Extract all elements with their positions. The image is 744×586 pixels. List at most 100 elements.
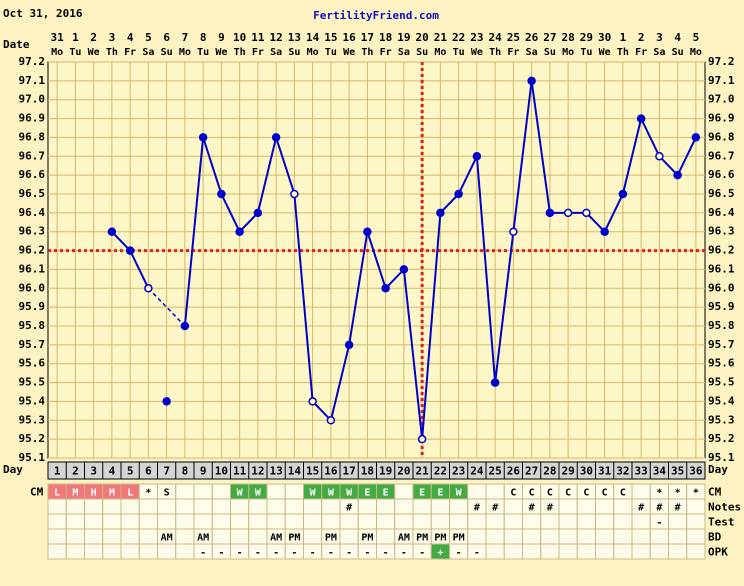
y-tick-label: 95.9	[19, 300, 46, 313]
cycle-day: 25	[489, 465, 502, 478]
cell-value: AM	[197, 533, 209, 544]
cell-value: #	[492, 503, 498, 514]
table-cell	[376, 498, 396, 515]
y-tick-label: 95.2	[708, 432, 735, 445]
date-label: 22	[452, 31, 465, 44]
cell-value: L	[127, 488, 133, 499]
table-cell	[485, 513, 505, 530]
temperature-point	[563, 208, 573, 218]
table-cell	[248, 528, 268, 545]
cell-value: -	[310, 548, 316, 559]
y-tick-label: 96.5	[19, 187, 46, 200]
weekday-label: Su	[288, 47, 300, 58]
table-cell	[284, 498, 304, 515]
cell-value: -	[383, 548, 389, 559]
table-cell	[394, 498, 414, 515]
weekday-label: Mo	[434, 47, 446, 58]
cycle-day: 20	[397, 465, 410, 478]
table-cell	[668, 513, 688, 530]
cell-value: PM	[361, 533, 373, 544]
table-cell	[576, 498, 596, 515]
temperature-point	[490, 378, 500, 387]
table-cell	[485, 483, 505, 500]
cycle-day: 17	[343, 465, 356, 478]
cycle-day: 21	[416, 465, 430, 478]
table-cell	[467, 528, 487, 545]
table-cell	[649, 528, 669, 545]
table-cell	[613, 528, 633, 545]
y-tick-label: 95.7	[19, 338, 46, 351]
table-cell	[376, 513, 396, 530]
weekday-label: Fr	[380, 47, 392, 58]
table-cell	[248, 513, 268, 530]
cell-value: E	[419, 488, 425, 499]
y-tick-label: 95.1	[708, 451, 735, 464]
table-cell	[175, 483, 195, 500]
table-cell	[248, 498, 268, 515]
table-cell	[631, 528, 651, 545]
cell-value: E	[383, 488, 389, 499]
table-cell	[430, 498, 450, 515]
table-cell	[540, 543, 560, 560]
y-tick-label: 96.1	[708, 262, 735, 275]
cell-value: -	[218, 548, 224, 559]
table-cell	[193, 498, 213, 515]
cycle-day: 23	[452, 465, 465, 478]
table-cell	[230, 528, 250, 545]
table-cell	[485, 528, 505, 545]
cycle-day: 27	[525, 465, 538, 478]
temperature-point	[344, 340, 354, 350]
table-cell	[485, 543, 505, 560]
cycle-day: 28	[543, 465, 556, 478]
cell-value: -	[291, 548, 297, 559]
temperature-point	[600, 227, 609, 236]
cycle-day: 12	[251, 465, 264, 478]
table-cell	[138, 513, 158, 530]
cell-value: C	[565, 488, 571, 499]
table-cell	[266, 483, 286, 500]
y-tick-label: 96.4	[19, 206, 46, 219]
table-cell	[120, 543, 140, 560]
cell-value: #	[656, 503, 662, 514]
y-tick-label: 96.4	[708, 206, 735, 219]
cycle-day: 22	[434, 465, 447, 478]
y-tick-label: 96.3	[19, 225, 46, 238]
row-label: CM	[708, 486, 722, 499]
cell-value: #	[638, 503, 644, 514]
table-cell	[230, 513, 250, 530]
table-cell	[503, 498, 523, 515]
table-cell	[157, 513, 177, 530]
table-cell	[357, 513, 377, 530]
table-cell	[211, 498, 231, 515]
table-cell	[394, 513, 414, 530]
cycle-day: 11	[233, 465, 247, 478]
table-cell	[503, 528, 523, 545]
table-cell	[686, 528, 706, 545]
cell-value: PM	[453, 533, 465, 544]
weekday-label: Tu	[453, 47, 465, 58]
date-label: 16	[343, 31, 357, 44]
cell-value: -	[474, 548, 480, 559]
y-tick-label: 96.8	[19, 130, 46, 143]
weekday-label: Fr	[124, 47, 136, 58]
cycle-day: 31	[598, 465, 612, 478]
cycle-day: 35	[671, 465, 684, 478]
y-tick-label: 97.2	[19, 55, 46, 68]
date-label: 15	[324, 31, 337, 44]
temperature-point	[271, 133, 281, 142]
cell-value: -	[273, 548, 279, 559]
y-tick-label: 96.2	[708, 244, 735, 257]
temperature-point	[399, 265, 409, 274]
y-tick-label: 96.7	[708, 149, 735, 162]
weekday-label: Mo	[51, 47, 63, 58]
cell-value: C	[510, 488, 516, 499]
table-cell	[668, 528, 688, 545]
table-cell	[193, 483, 213, 500]
date-label: 30	[598, 31, 611, 44]
table-cell	[138, 528, 158, 545]
weekday-label: Su	[416, 47, 428, 58]
weekday-label: Fr	[635, 47, 647, 58]
cell-value: -	[328, 548, 334, 559]
cell-value: PM	[434, 533, 446, 544]
y-tick-label: 95.5	[708, 376, 735, 389]
